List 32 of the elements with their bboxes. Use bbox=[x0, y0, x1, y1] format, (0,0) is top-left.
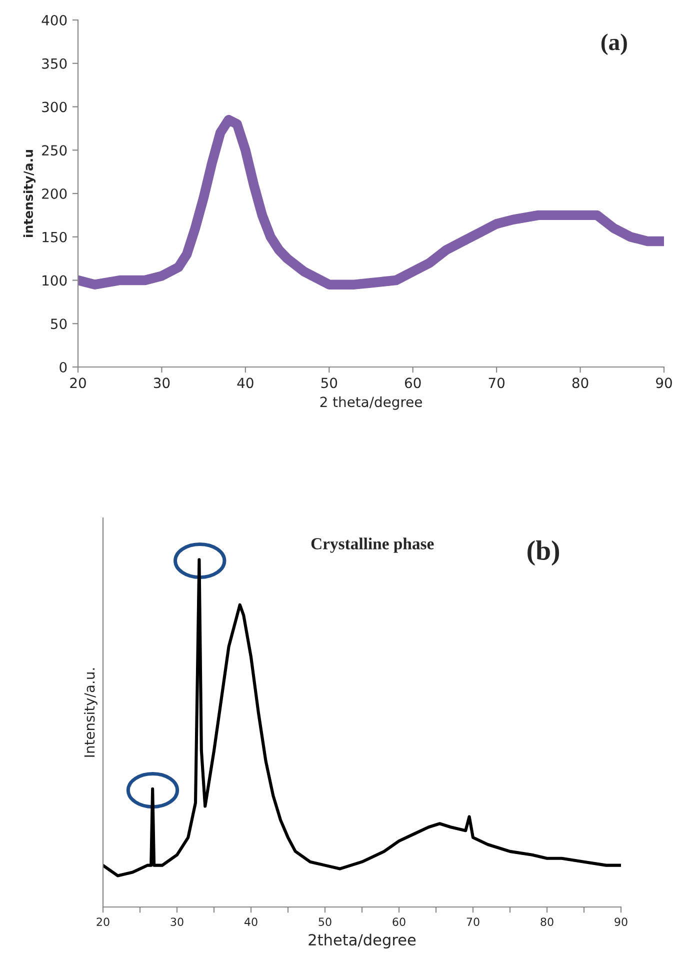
x-tick-label: 70 bbox=[466, 918, 480, 926]
y-tick-label: 350 bbox=[42, 58, 67, 69]
x-tick-label: 90 bbox=[656, 378, 672, 388]
y-tick-label: 300 bbox=[42, 102, 67, 112]
x-tick-label: 20 bbox=[70, 378, 86, 388]
y-tick-label: 150 bbox=[42, 232, 67, 242]
x-tick-label: 30 bbox=[170, 918, 184, 926]
annotation: (a) bbox=[601, 34, 627, 55]
y-tick-label: 250 bbox=[42, 145, 67, 156]
y-tick-label: 50 bbox=[50, 318, 67, 330]
annotation: (b) bbox=[528, 540, 560, 566]
x-tick-label: 90 bbox=[614, 918, 628, 926]
x-tick-label: 80 bbox=[572, 378, 588, 388]
x-tick-label: 60 bbox=[392, 918, 406, 926]
x-tick-label: 30 bbox=[154, 378, 170, 388]
x-axis-title: 2 theta/degree bbox=[320, 396, 422, 410]
x-tick-label: 70 bbox=[488, 378, 504, 388]
x-tick-label: 50 bbox=[321, 378, 338, 388]
y-tick-label: 100 bbox=[42, 275, 67, 286]
y-tick-label: 200 bbox=[42, 188, 67, 199]
x-tick-label: 40 bbox=[237, 378, 254, 388]
x-tick-label: 40 bbox=[244, 918, 258, 926]
x-tick-label: 50 bbox=[318, 918, 332, 926]
x-axis-title: 2theta/degree bbox=[308, 934, 416, 949]
y-tick-label: 400 bbox=[42, 14, 67, 26]
text: Crystalline phase bbox=[311, 538, 434, 553]
y-tick-label: 0 bbox=[60, 362, 67, 372]
x-tick-label: 60 bbox=[404, 378, 421, 388]
y-axis-title: intensity/a.u bbox=[23, 150, 36, 237]
x-tick-label: 20 bbox=[96, 918, 110, 926]
x-tick-label: 80 bbox=[540, 918, 554, 926]
y-axis-title: Intensity/a.u. bbox=[84, 668, 98, 757]
